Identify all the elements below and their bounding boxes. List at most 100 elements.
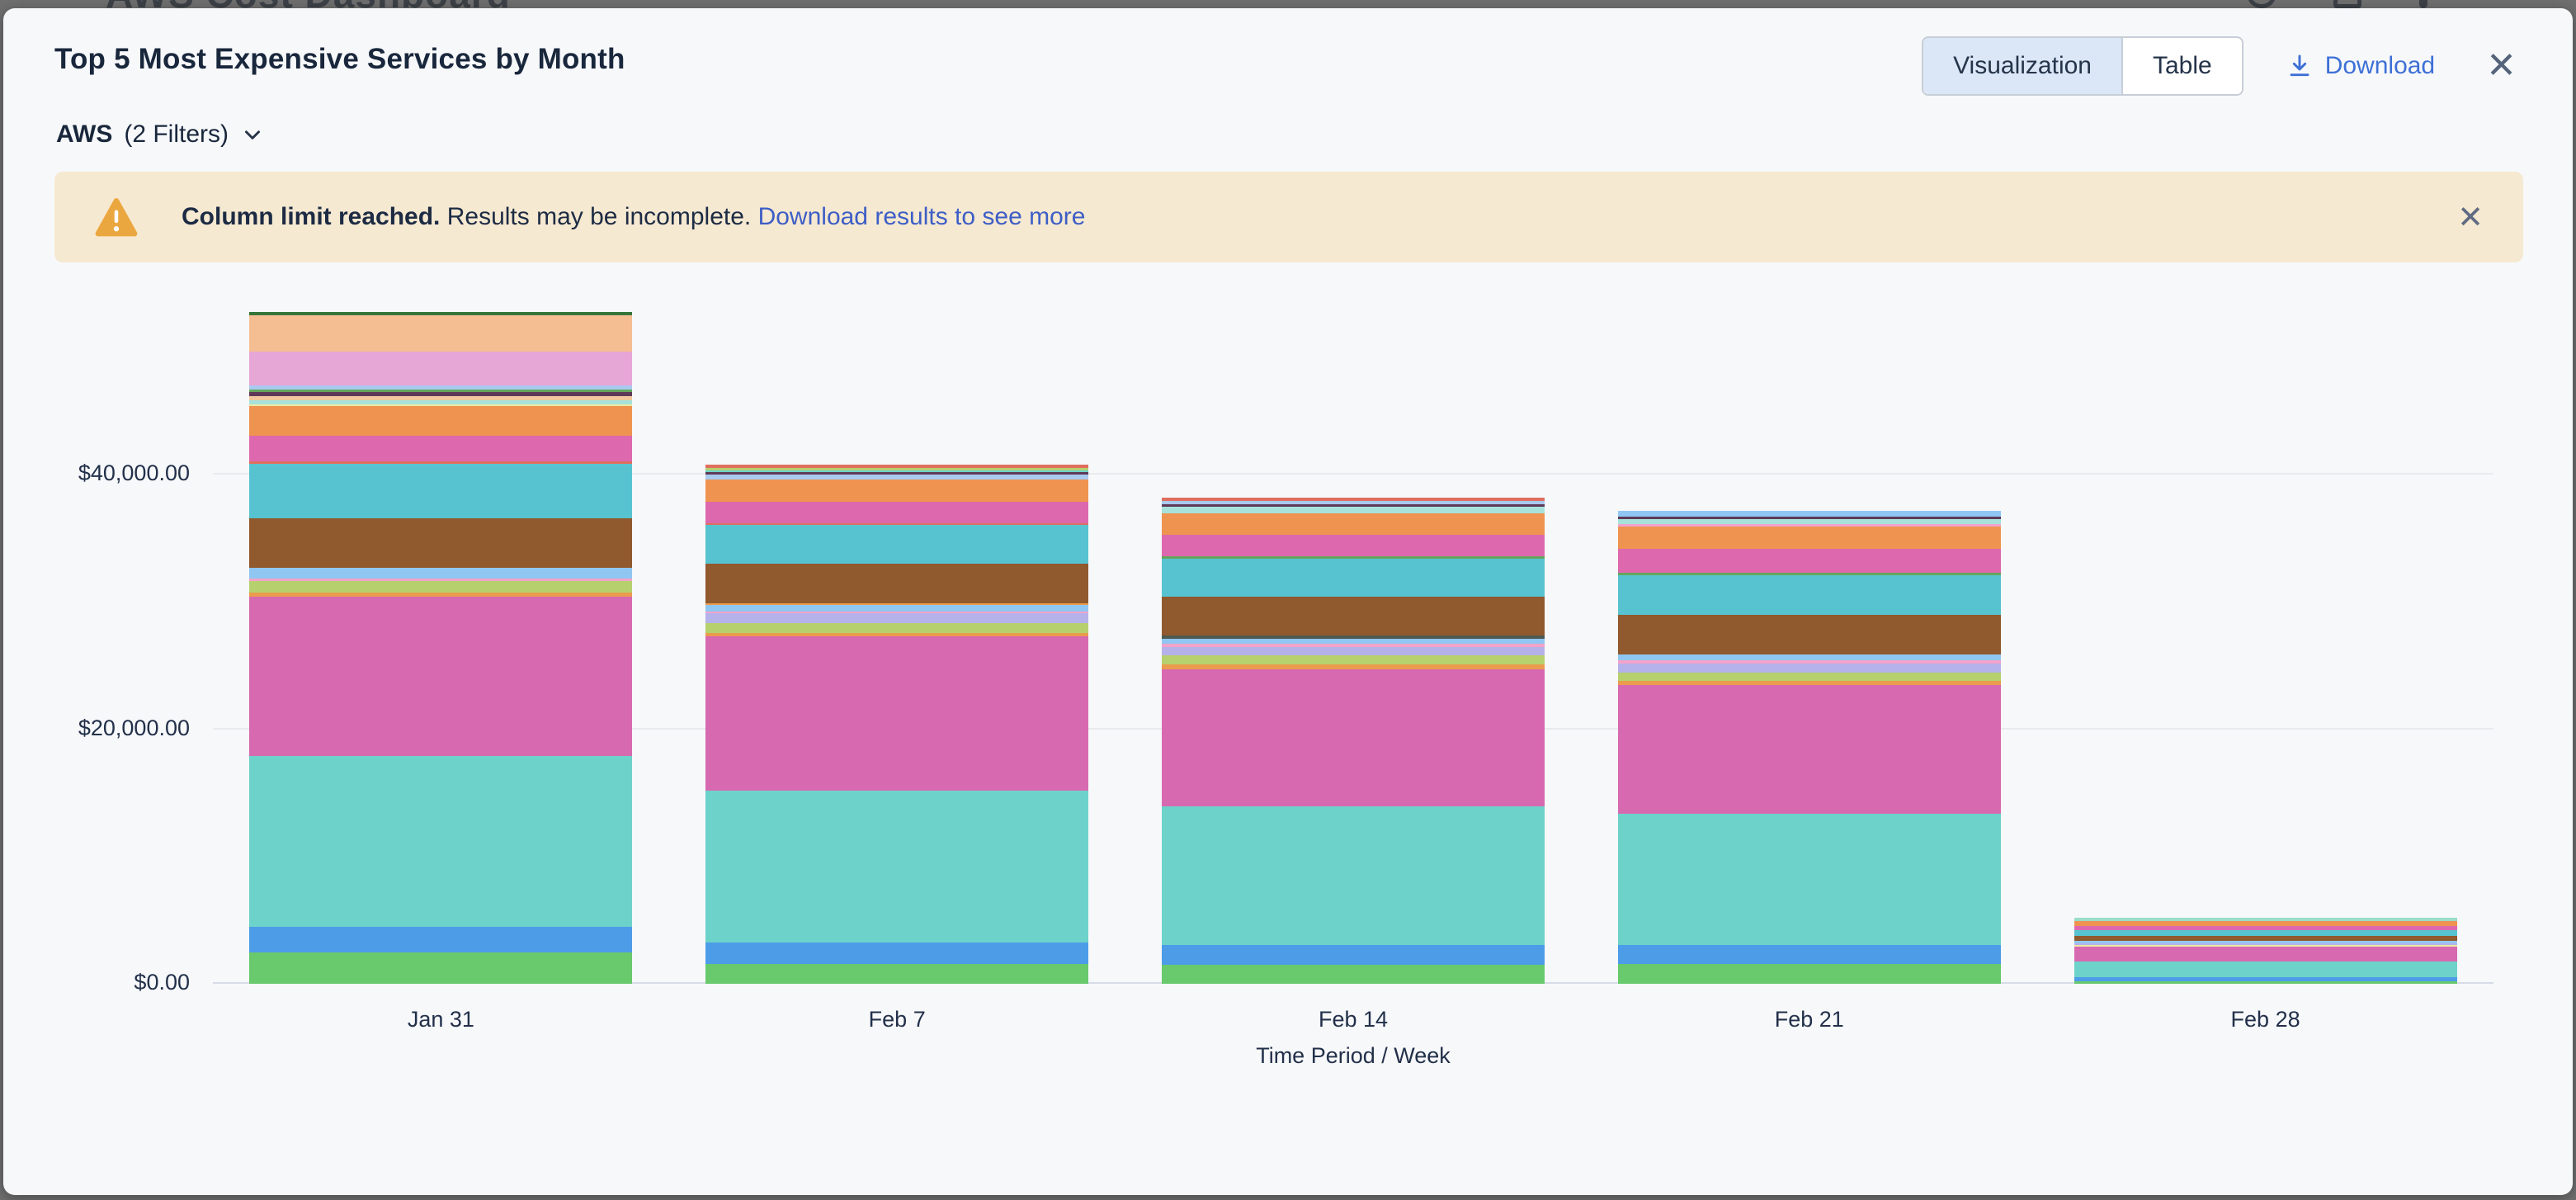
bar-segment-medium-green[interactable] xyxy=(1617,573,2001,576)
bar-segment-salmon[interactable] xyxy=(1161,498,1545,502)
bar-segment-green[interactable] xyxy=(1617,964,2001,984)
bar-segment-yellow-green[interactable] xyxy=(705,623,1089,634)
bar-segment-brown[interactable] xyxy=(1617,615,2001,654)
bar-segment-green[interactable] xyxy=(1161,965,1545,984)
bar-segment-magenta[interactable] xyxy=(2074,926,2457,931)
stacked-bar-feb-21[interactable] xyxy=(1617,511,2001,984)
bar-segment-orange-dark[interactable] xyxy=(705,633,1089,637)
tab-table[interactable]: Table xyxy=(2121,38,2242,94)
bar-segment-light-blue[interactable] xyxy=(705,475,1089,480)
bar-segment-salmon[interactable] xyxy=(705,523,1089,526)
bar-segment-dark-green[interactable] xyxy=(249,312,633,316)
bar-segment-orange[interactable] xyxy=(1161,513,1545,536)
bar-segment-pale-yellow[interactable] xyxy=(2074,945,2457,947)
bar-segment-blue[interactable] xyxy=(705,943,1089,965)
bar-segment-orchid[interactable] xyxy=(2074,947,2457,962)
bar-segment-brown[interactable] xyxy=(705,564,1089,603)
bar-segment-brown[interactable] xyxy=(2074,936,2457,942)
bar-segment-yellow-green[interactable] xyxy=(705,468,1089,471)
bar-segment-brown[interactable] xyxy=(249,518,633,568)
bar-segment-lavender[interactable] xyxy=(1161,647,1545,656)
bar-segment-orange-dark[interactable] xyxy=(705,603,1089,605)
bar-segment-blue[interactable] xyxy=(249,926,633,952)
bar-segment-pink[interactable] xyxy=(1617,524,2001,527)
banner-close-icon[interactable]: ✕ xyxy=(2457,200,2484,235)
bar-segment-pink[interactable] xyxy=(1617,660,2001,664)
bar-segment-orchid[interactable] xyxy=(705,636,1089,791)
stacked-bar-feb-28[interactable] xyxy=(2074,918,2457,984)
bar-segment-orange[interactable] xyxy=(1617,527,2001,550)
bar-segment-lavender[interactable] xyxy=(2074,943,2457,946)
bar-segment-yellow-green[interactable] xyxy=(1161,655,1545,665)
bar-segment-orange[interactable] xyxy=(2074,921,2457,927)
bar-segment-pale-mint[interactable] xyxy=(2074,918,2457,922)
bar-segment-teal[interactable] xyxy=(705,791,1089,943)
bar-segment-cyan[interactable] xyxy=(249,464,633,519)
bar-segment-magenta[interactable] xyxy=(249,436,633,462)
bar-segment-orange[interactable] xyxy=(249,406,633,437)
bar-segment-cyan[interactable] xyxy=(2074,930,2457,937)
bar-segment-orange-dark[interactable] xyxy=(1161,664,1545,670)
bar-segment-yellow-green[interactable] xyxy=(1617,673,2001,682)
bar-segment-light-pink[interactable] xyxy=(249,352,633,386)
bar-segment-light-blue[interactable] xyxy=(249,385,633,390)
bar-segment-dark-slate[interactable] xyxy=(1161,635,1545,640)
bar-segment-orchid[interactable] xyxy=(1617,685,2001,815)
download-button[interactable]: Download xyxy=(2286,52,2435,80)
bar-segment-teal[interactable] xyxy=(2074,961,2457,977)
stacked-bar-feb-7[interactable] xyxy=(705,465,1089,984)
bar-segment-pink[interactable] xyxy=(1161,644,1545,648)
bar-segment-green[interactable] xyxy=(2074,981,2457,984)
bar-segment-pale-cyan[interactable] xyxy=(1617,519,2001,525)
bar-segment-blue[interactable] xyxy=(2074,977,2457,981)
bar-segment-green[interactable] xyxy=(705,964,1089,984)
banner-download-link[interactable]: Download results to see more xyxy=(757,203,1086,230)
bar-segment-sky-blue[interactable] xyxy=(705,605,1089,612)
bar-segment-sky-blue[interactable] xyxy=(249,568,633,579)
bar-segment-yellow-green[interactable] xyxy=(249,581,633,593)
filter-dropdown[interactable]: AWS (2 Filters) xyxy=(3,96,2573,149)
bar-segment-maroon[interactable] xyxy=(1617,517,2001,520)
bar-segment-maroon[interactable] xyxy=(1161,504,1545,508)
bar-segment-sky-blue[interactable] xyxy=(1617,654,2001,661)
bar-segment-pale-cyan[interactable] xyxy=(249,400,633,405)
bar-segment-orange-dark[interactable] xyxy=(249,593,633,598)
bar-segment-maroon[interactable] xyxy=(249,392,633,397)
bar-segment-magenta[interactable] xyxy=(1161,535,1545,557)
bar-segment-pink[interactable] xyxy=(705,612,1089,614)
bar-segment-sky-blue[interactable] xyxy=(1617,511,2001,517)
bar-segment-maroon[interactable] xyxy=(705,472,1089,475)
bar-segment-lavender[interactable] xyxy=(1617,664,2001,673)
bar-segment-cyan[interactable] xyxy=(1161,559,1545,598)
bar-segment-teal[interactable] xyxy=(249,756,633,927)
bar-segment-medium-green[interactable] xyxy=(1161,556,1545,560)
bar-segment-blue[interactable] xyxy=(1617,945,2001,965)
bar-segment-green[interactable] xyxy=(249,952,633,984)
bar-segment-orange-dark[interactable] xyxy=(1617,681,2001,686)
bar-segment-cyan[interactable] xyxy=(705,525,1089,565)
bar-segment-lavender[interactable] xyxy=(705,613,1089,624)
stacked-bar-jan-31[interactable] xyxy=(249,312,633,984)
bar-segment-teal[interactable] xyxy=(1617,814,2001,946)
stacked-bar-feb-14[interactable] xyxy=(1161,498,1545,984)
bar-segment-sky-blue[interactable] xyxy=(2074,941,2457,944)
bar-segment-pale-cyan[interactable] xyxy=(1161,507,1545,514)
tab-visualization[interactable]: Visualization xyxy=(1923,38,2121,94)
bar-segment-teal[interactable] xyxy=(705,470,1089,473)
bar-segment-medium-green[interactable] xyxy=(249,390,633,393)
bar-segment-light-blue[interactable] xyxy=(1161,501,1545,505)
bar-segment-cyan[interactable] xyxy=(1617,575,2001,616)
bar-segment-magenta[interactable] xyxy=(705,502,1089,524)
bar-segment-orange[interactable] xyxy=(705,480,1089,503)
bar-segment-salmon[interactable] xyxy=(705,465,1089,469)
bar-segment-orchid[interactable] xyxy=(1161,669,1545,807)
bar-segment-magenta[interactable] xyxy=(1617,549,2001,574)
bar-segment-teal[interactable] xyxy=(1161,806,1545,946)
bar-segment-pink[interactable] xyxy=(249,579,633,582)
bar-segment-orchid[interactable] xyxy=(249,597,633,756)
bar-segment-salmon[interactable] xyxy=(249,461,633,465)
bar-segment-pale-yellow[interactable] xyxy=(249,404,633,407)
bar-segment-blue[interactable] xyxy=(1161,945,1545,966)
bar-segment-peach[interactable] xyxy=(249,315,633,352)
bar-segment-peach-light[interactable] xyxy=(249,396,633,401)
